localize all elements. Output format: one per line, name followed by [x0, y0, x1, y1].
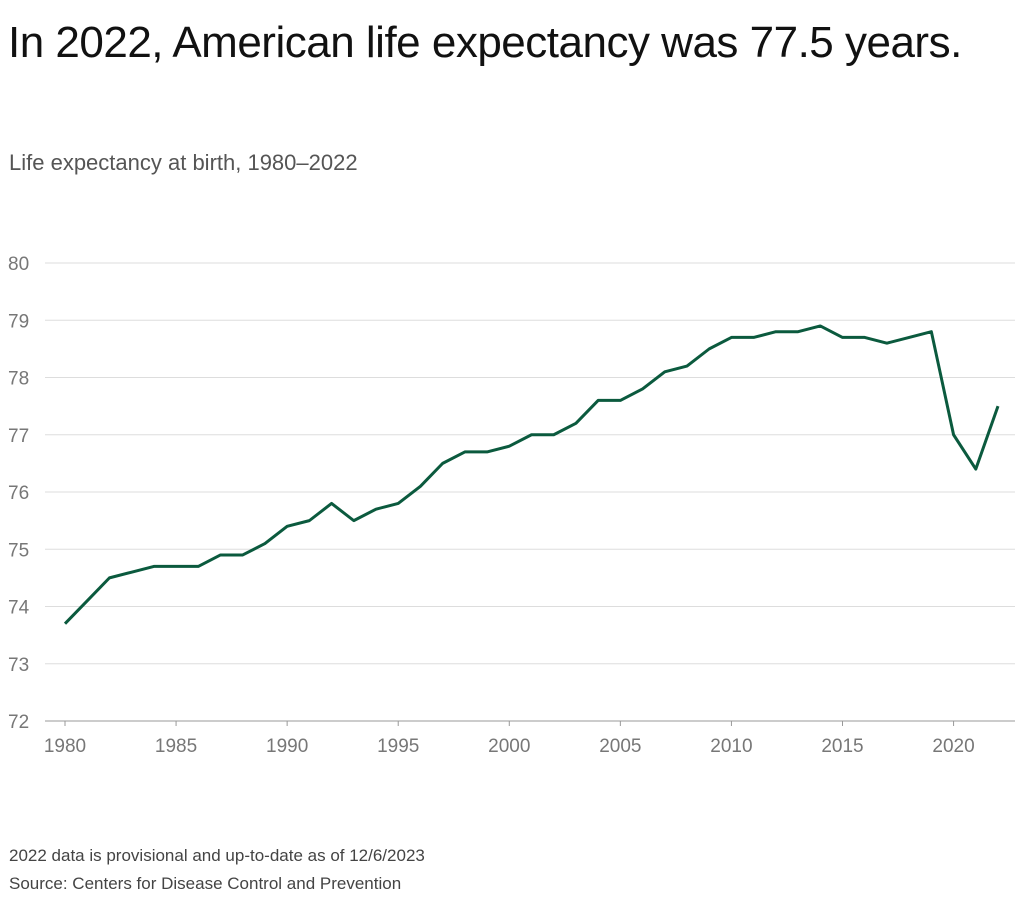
x-tick-label: 2020	[932, 736, 974, 757]
x-tick-label: 1980	[44, 736, 86, 757]
subtitle: Life expectancy at birth, 1980–2022	[9, 150, 358, 175]
x-tick-label: 2015	[821, 736, 863, 757]
x-tick-label: 2010	[710, 736, 752, 757]
y-tick-label: 77	[8, 426, 29, 447]
footnote: 2022 data is provisional and up-to-date …	[9, 846, 425, 865]
y-tick-label: 74	[8, 598, 30, 619]
y-tick-label: 75	[8, 540, 29, 561]
chart: 72 73 74 75 76 77 78 79 80 1980 1985 1990 1995 2000 20…	[8, 254, 1015, 757]
y-tick-label: 80	[8, 254, 29, 275]
y-tick-label: 72	[8, 712, 29, 733]
y-tick-label: 79	[8, 311, 29, 332]
y-tick-label: 78	[8, 369, 29, 390]
x-tick-label: 1990	[266, 736, 308, 757]
y-tick-label: 76	[8, 483, 29, 504]
x-tick-label: 1985	[155, 736, 197, 757]
x-tick-label: 1995	[377, 736, 419, 757]
data-line	[63, 324, 1000, 625]
title: In 2022, American life expectancy was 77…	[8, 18, 962, 67]
source: Source: Centers for Disease Control and …	[9, 874, 402, 893]
y-tick-label: 73	[8, 655, 29, 676]
x-tick-label: 2000	[488, 736, 530, 757]
x-tick-label: 2005	[599, 736, 641, 757]
